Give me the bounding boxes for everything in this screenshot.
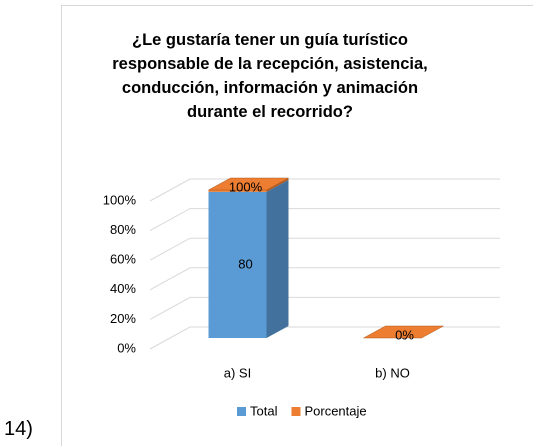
y-tick-label: 100% — [103, 192, 137, 207]
chart-frame — [61, 5, 533, 446]
legend-swatch — [237, 407, 246, 416]
bar-side — [266, 179, 289, 338]
bar-front — [208, 190, 267, 192]
legend-swatch — [291, 407, 301, 416]
bar-segment — [208, 179, 289, 338]
bar-front — [208, 191, 267, 338]
chart-title: ¿Le gustaría tener un guía turístico res… — [112, 31, 428, 121]
item-number: 14) — [4, 418, 33, 440]
legend-label: Porcentaje — [304, 403, 366, 418]
grid-line — [149, 178, 500, 202]
y-tick-label: 0% — [117, 340, 136, 355]
grid-line — [149, 267, 500, 291]
y-tick-label: 20% — [110, 311, 136, 326]
bar-side — [266, 178, 289, 192]
grid-line — [149, 208, 500, 232]
grid-line — [149, 296, 500, 320]
data-label: 80 — [238, 256, 252, 271]
grid-line — [149, 326, 500, 350]
grid-line — [149, 237, 500, 261]
x-tick-label: a) SI — [224, 365, 251, 380]
y-tick-label: 40% — [110, 281, 136, 296]
x-tick-label: b) NO — [375, 365, 410, 380]
legend-label: Total — [250, 403, 278, 418]
bar-top — [363, 325, 444, 339]
y-tick-label: 80% — [110, 222, 136, 237]
bar-top — [208, 177, 289, 191]
data-label: 0% — [395, 327, 414, 342]
data-label: 100% — [229, 179, 263, 194]
bar-segment — [208, 177, 289, 192]
bar-segment — [363, 325, 444, 339]
y-tick-label: 60% — [110, 252, 136, 267]
